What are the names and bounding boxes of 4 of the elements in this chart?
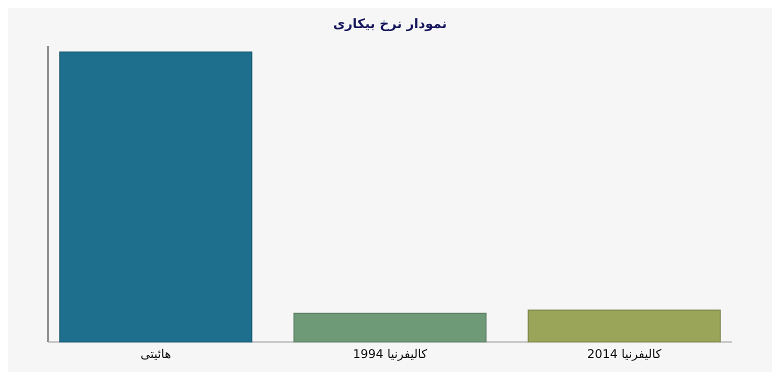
x-tick-label: کالیفرنیا 2014 (587, 347, 662, 361)
chart-title: نمودار نرخ بیکاری (333, 17, 447, 32)
x-tick-label: هائیتی (140, 347, 172, 361)
x-tick-label: کالیفرنیا 1994 (352, 347, 428, 361)
